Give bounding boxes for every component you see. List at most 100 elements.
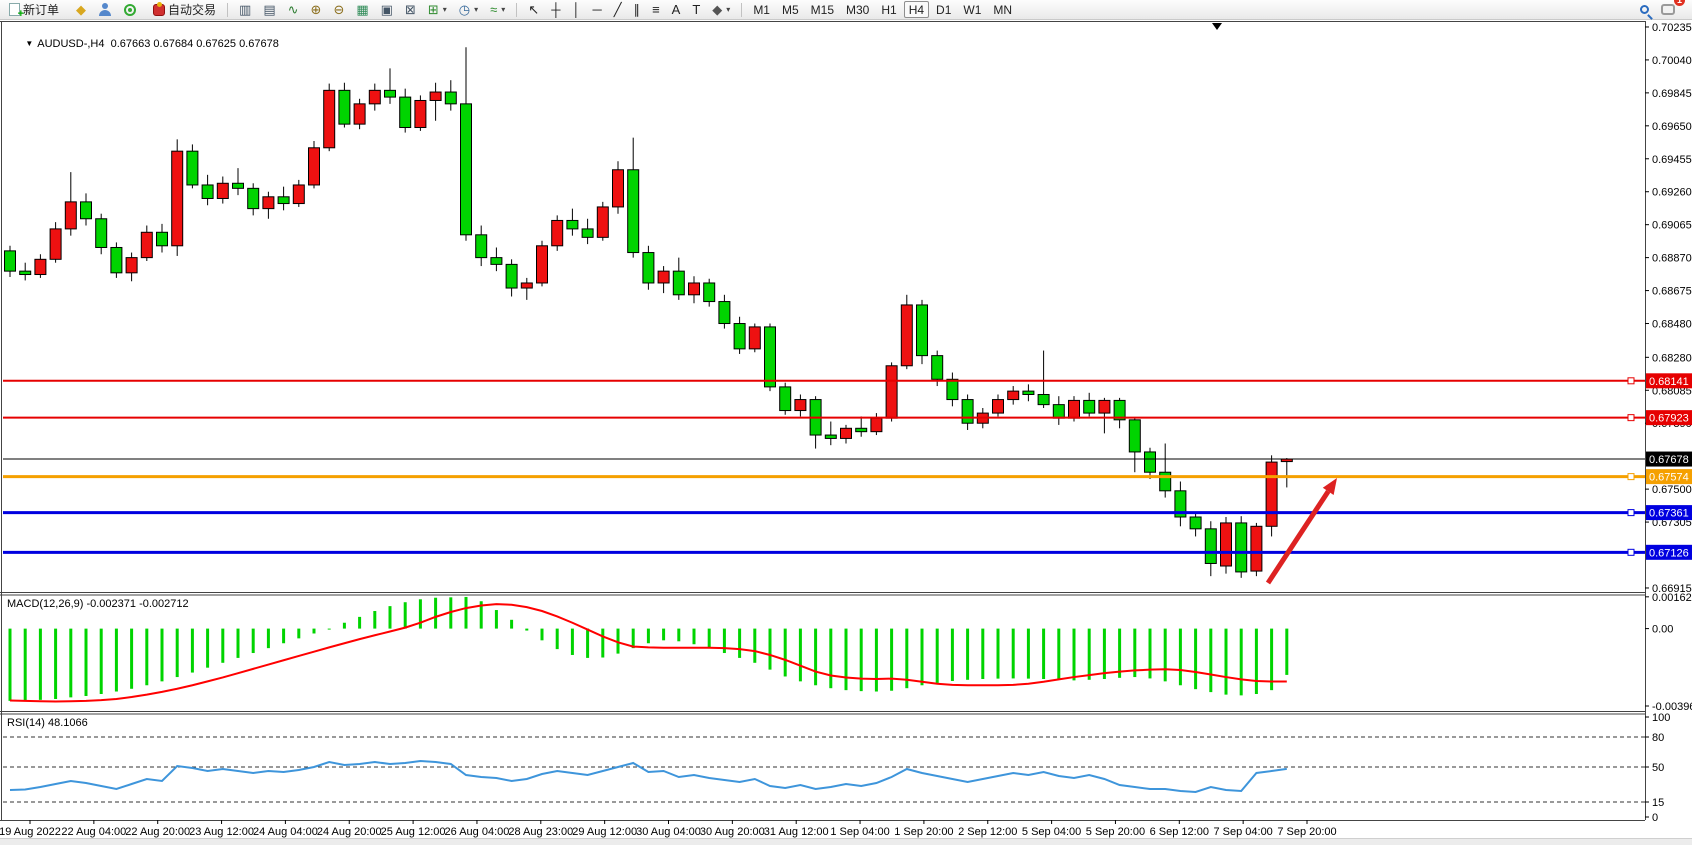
candle-bullish xyxy=(992,399,1004,414)
time-tick-label: 24 Aug 20:00 xyxy=(317,826,382,838)
candle-bearish xyxy=(110,246,123,274)
timeframe-button-h4[interactable]: H4 xyxy=(903,1,930,18)
candle-bullish xyxy=(125,257,138,274)
candle-bullish xyxy=(64,201,77,230)
dock-chart-icon: ⊠ xyxy=(404,2,416,17)
price-tag-support-2 xyxy=(1646,544,1692,560)
time-tick-label: 22 Aug 20:00 xyxy=(125,826,190,838)
new-order-button[interactable]: + 新订单 xyxy=(4,1,64,20)
candle-bearish xyxy=(19,270,32,276)
vertical-line-icon[interactable]: │ xyxy=(567,1,585,18)
candle-bearish xyxy=(764,326,776,388)
right-shift-marker[interactable] xyxy=(1212,23,1222,30)
indicators-icon[interactable]: ≈ ▾ xyxy=(485,1,510,18)
text-icon[interactable]: A xyxy=(667,1,686,18)
candle-bearish xyxy=(1052,404,1065,419)
timeframe-button-m30[interactable]: M30 xyxy=(841,1,874,18)
horizontal-line-icon[interactable]: ─ xyxy=(588,1,607,18)
chat-button[interactable]: 1 xyxy=(1656,0,1685,18)
hline-handle-resistance-2[interactable] xyxy=(1627,414,1635,422)
hline-handle-support-1[interactable] xyxy=(1627,509,1635,517)
timeframe-button-mn[interactable]: MN xyxy=(988,1,1017,18)
candle-bullish xyxy=(353,103,366,125)
search-icon xyxy=(1640,5,1649,14)
symbol-dropdown-icon[interactable]: ▼ xyxy=(25,39,34,48)
candle-bearish xyxy=(460,103,472,236)
time-tick-label: 26 Aug 04:00 xyxy=(445,826,510,838)
timeframe-button-h1[interactable]: H1 xyxy=(876,1,901,18)
hline-handle-level-orange[interactable] xyxy=(1627,473,1635,481)
rsi-line xyxy=(9,759,1287,794)
timeframe-button-m5[interactable]: M5 xyxy=(777,1,804,18)
signal-icon[interactable] xyxy=(119,1,141,18)
price-tick-label: 0.69065 xyxy=(1652,220,1692,232)
candle-bearish xyxy=(627,169,640,254)
candle-bullish xyxy=(1007,390,1020,401)
candlestick-icon[interactable]: ▤ xyxy=(258,1,280,18)
period-clock-icon[interactable]: ◷ ▾ xyxy=(454,1,483,18)
toolbar-separator xyxy=(227,2,229,17)
hline-handle-support-2[interactable] xyxy=(1627,548,1635,556)
rsi-tick-label: 50 xyxy=(1652,762,1664,774)
trendline-icon[interactable]: ╱ xyxy=(609,1,627,18)
chart-window[interactable]: 0.70235 0.70040 0.69845 0.69650 0.69455 0.692… xyxy=(0,20,1692,838)
candle-bearish xyxy=(961,399,974,424)
timeframe-button-d1[interactable]: D1 xyxy=(931,1,956,18)
time-tick-label: 25 Aug 12:00 xyxy=(381,826,446,838)
dock-chart-icon[interactable]: ⊠ xyxy=(400,1,421,18)
search-button[interactable] xyxy=(1635,1,1654,18)
trend-arrow-head[interactable] xyxy=(1322,478,1337,495)
trend-arrow[interactable] xyxy=(1265,489,1331,585)
rsi-tick-label: 0 xyxy=(1652,812,1658,824)
auto-trading-button[interactable]: 自动交易 xyxy=(148,1,221,18)
price-tag-label-resistance-2: 0.67923 xyxy=(1649,413,1689,425)
timeframe-button-m1[interactable]: M1 xyxy=(748,1,775,18)
candle-bullish xyxy=(840,427,852,439)
fibonacci-icon: ≡ xyxy=(652,2,660,17)
price-tick-label: 0.68870 xyxy=(1652,253,1692,265)
candle-bullish xyxy=(429,91,442,101)
price-tick-label: 0.70235 xyxy=(1652,22,1692,34)
candle-bearish xyxy=(1174,490,1187,518)
candle-bullish xyxy=(49,228,62,260)
zoom-in-icon[interactable]: ⊕ xyxy=(306,1,327,18)
price-tick-label: 0.68280 xyxy=(1652,352,1692,364)
profile-icon[interactable] xyxy=(94,1,116,18)
candle-bullish xyxy=(1068,399,1080,419)
candle-bearish xyxy=(186,150,199,186)
bar-chart-icon: ▥ xyxy=(239,2,252,17)
zoom-out-icon: ⊖ xyxy=(333,2,345,17)
timeframe-button-m15[interactable]: M15 xyxy=(806,1,839,18)
candle-bearish xyxy=(1144,451,1156,473)
cursor-icon[interactable]: ↖ xyxy=(523,1,544,18)
price-tag-level-orange xyxy=(1646,469,1692,485)
candlestick-icon: ▤ xyxy=(263,2,276,17)
price-tag-bid-price xyxy=(1646,451,1692,467)
tile-windows-icon[interactable]: ▦ xyxy=(351,1,373,18)
new-order-icon: + xyxy=(9,3,24,20)
crosshair-icon[interactable]: ┼ xyxy=(546,1,565,18)
rsi-tick-label: 100 xyxy=(1652,712,1670,724)
channel-icon[interactable]: ∥ xyxy=(629,1,646,18)
zoom-out-icon[interactable]: ⊖ xyxy=(328,1,349,18)
fibonacci-icon[interactable]: ≡ xyxy=(647,1,665,18)
toolbar: + 新订单 ◆ 自动交易 ▥ ▤ ∿ ⊕ ⊖ ▦ ▣ ⊠ ⊞ ▾ ◷ ▾ ≈ ▾ ↖ ┼ │ ─ ╱ ∥ ≡ A T ◆ ▾ … xyxy=(0,0,1692,20)
time-tick-label: 1 Sep 20:00 xyxy=(894,826,953,838)
candle-bullish xyxy=(520,282,533,289)
arrange-charts-icon[interactable]: ▣ xyxy=(376,1,398,18)
line-chart-icon[interactable]: ∿ xyxy=(283,1,304,18)
hline-handle-resistance-1[interactable] xyxy=(1627,377,1635,385)
shapes-icon[interactable]: ◆ ▾ xyxy=(707,1,735,18)
candle-bearish xyxy=(80,201,92,220)
label-icon[interactable]: T xyxy=(687,1,705,18)
bar-chart-icon[interactable]: ▥ xyxy=(234,1,256,18)
chart-canvas[interactable]: 0.70235 0.70040 0.69845 0.69650 0.69455 0.692… xyxy=(0,20,1692,838)
time-tick-label: 5 Sep 20:00 xyxy=(1086,826,1145,838)
signal-icon xyxy=(124,3,137,16)
time-tick-label: 22 Aug 04:00 xyxy=(61,826,126,838)
price-tick-label: 0.68675 xyxy=(1652,286,1692,298)
candle-bullish xyxy=(262,196,275,210)
new-chart-icon[interactable]: ⊞ ▾ xyxy=(423,1,452,18)
gold-icon[interactable]: ◆ xyxy=(71,1,91,18)
timeframe-button-w1[interactable]: W1 xyxy=(958,1,986,18)
